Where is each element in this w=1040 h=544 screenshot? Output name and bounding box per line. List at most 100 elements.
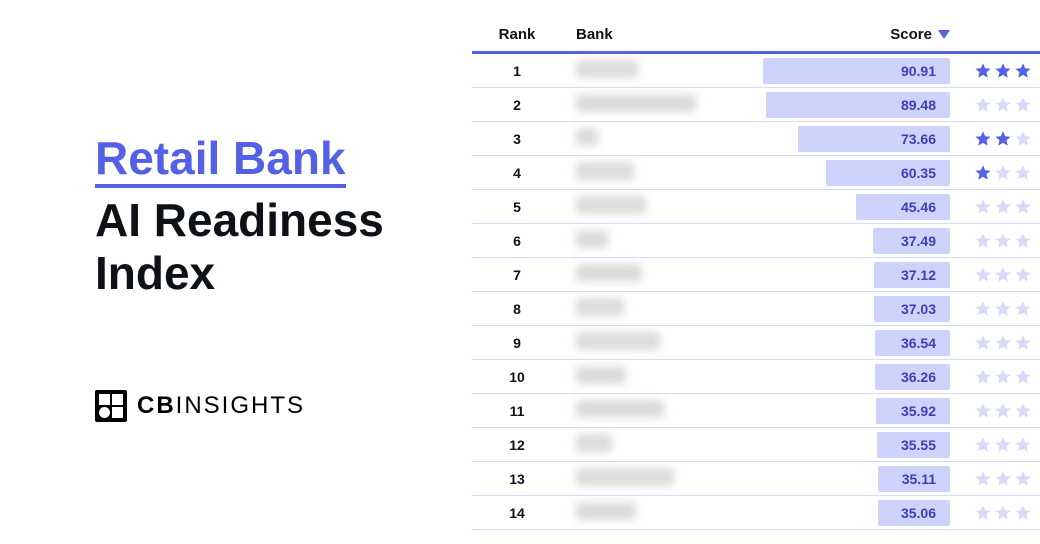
bank-name-blurred — [576, 128, 598, 146]
ranking-table: Rank Bank Score 190.91289.48373.66460.35… — [472, 18, 1040, 530]
stars-cell — [974, 62, 1040, 80]
score-cell: 35.55 — [744, 432, 974, 458]
bank-name-blurred — [576, 366, 626, 384]
brand-logo: CBINSIGHTS — [95, 390, 305, 422]
star-empty-icon — [974, 402, 992, 420]
bank-name-blurred — [576, 230, 608, 248]
stars-cell — [974, 164, 1040, 182]
score-value: 36.26 — [901, 369, 936, 385]
star-empty-icon — [974, 266, 992, 284]
logo-text: CBINSIGHTS — [137, 392, 305, 420]
star-empty-icon — [994, 198, 1012, 216]
star-empty-icon — [974, 504, 992, 522]
stars-cell — [974, 266, 1040, 284]
star-filled-icon — [994, 62, 1012, 80]
score-value: 60.35 — [901, 165, 936, 181]
table-row[interactable]: 837.03 — [472, 292, 1040, 326]
stars-cell — [974, 198, 1040, 216]
col-header-score-label: Score — [890, 26, 932, 43]
stars-cell — [974, 436, 1040, 454]
star-empty-icon — [974, 300, 992, 318]
table-row[interactable]: 190.91 — [472, 54, 1040, 88]
star-empty-icon — [974, 198, 992, 216]
score-value: 36.54 — [901, 335, 936, 351]
page-title-block: Retail Bank AI Readiness Index — [95, 134, 455, 300]
table-row[interactable]: 637.49 — [472, 224, 1040, 258]
table-row[interactable]: 12 35.55 — [472, 428, 1040, 462]
rank-cell: 2 — [472, 97, 568, 113]
title-line-1: AI Readiness — [95, 194, 384, 246]
table-row[interactable]: 1036.26 — [472, 360, 1040, 394]
bank-cell — [568, 468, 744, 489]
logo-rest: INSIGHTS — [176, 392, 305, 419]
table-row[interactable]: 373.66 — [472, 122, 1040, 156]
star-empty-icon — [1014, 300, 1032, 318]
stars-cell — [974, 470, 1040, 488]
logo-bold: CB — [137, 392, 176, 419]
star-empty-icon — [1014, 266, 1032, 284]
table-row[interactable]: 289.48 — [472, 88, 1040, 122]
table-row[interactable]: 460.35 — [472, 156, 1040, 190]
star-empty-icon — [994, 504, 1012, 522]
star-empty-icon — [1014, 198, 1032, 216]
rank-cell: 11 — [472, 403, 568, 419]
rank-cell: 12 — [472, 437, 568, 453]
score-cell: 73.66 — [744, 126, 974, 152]
score-cell: 35.06 — [744, 500, 974, 526]
rank-cell: 5 — [472, 199, 568, 215]
score-cell: 35.92 — [744, 398, 974, 424]
logo-mark-icon — [95, 390, 127, 422]
star-empty-icon — [994, 470, 1012, 488]
score-value: 35.92 — [901, 403, 936, 419]
star-empty-icon — [994, 300, 1012, 318]
table-row[interactable]: 737.12 — [472, 258, 1040, 292]
star-empty-icon — [1014, 334, 1032, 352]
star-empty-icon — [994, 232, 1012, 250]
score-value: 90.91 — [901, 63, 936, 79]
score-value: 35.55 — [901, 437, 936, 453]
star-empty-icon — [974, 96, 992, 114]
star-empty-icon — [994, 402, 1012, 420]
stars-cell — [974, 232, 1040, 250]
table-row[interactable]: 545.46 — [472, 190, 1040, 224]
col-header-bank[interactable]: Bank — [568, 26, 744, 43]
score-cell: 89.48 — [744, 92, 974, 118]
col-header-rank[interactable]: Rank — [472, 26, 568, 43]
sort-desc-icon — [938, 30, 950, 39]
bank-name-blurred — [576, 332, 660, 350]
bank-cell — [568, 366, 744, 387]
stars-cell — [974, 96, 1040, 114]
table-row[interactable]: 1435.06 — [472, 496, 1040, 530]
star-filled-icon — [974, 62, 992, 80]
star-empty-icon — [994, 334, 1012, 352]
score-cell: 37.12 — [744, 262, 974, 288]
score-value: 37.49 — [901, 233, 936, 249]
col-header-score[interactable]: Score — [744, 26, 974, 43]
bank-cell — [568, 60, 744, 81]
star-filled-icon — [994, 130, 1012, 148]
score-cell: 45.46 — [744, 194, 974, 220]
bank-name-blurred — [576, 502, 636, 520]
stars-cell — [974, 402, 1040, 420]
bank-cell — [568, 264, 744, 285]
bank-name-blurred — [576, 434, 612, 452]
bank-name-blurred — [576, 400, 664, 418]
star-filled-icon — [974, 164, 992, 182]
table-row[interactable]: 936.54 — [472, 326, 1040, 360]
star-empty-icon — [1014, 368, 1032, 386]
table-row[interactable]: 11 35.92 — [472, 394, 1040, 428]
score-cell: 36.54 — [744, 330, 974, 356]
star-empty-icon — [994, 96, 1012, 114]
title-rest: AI Readiness Index — [95, 194, 455, 300]
star-empty-icon — [974, 436, 992, 454]
score-value: 35.11 — [902, 471, 936, 487]
score-value: 37.12 — [901, 267, 936, 283]
score-cell: 37.49 — [744, 228, 974, 254]
star-empty-icon — [994, 436, 1012, 454]
star-empty-icon — [974, 470, 992, 488]
table-row[interactable]: 1335.11 — [472, 462, 1040, 496]
bank-cell — [568, 128, 744, 149]
rank-cell: 1 — [472, 63, 568, 79]
star-empty-icon — [974, 334, 992, 352]
bank-cell — [568, 332, 744, 353]
